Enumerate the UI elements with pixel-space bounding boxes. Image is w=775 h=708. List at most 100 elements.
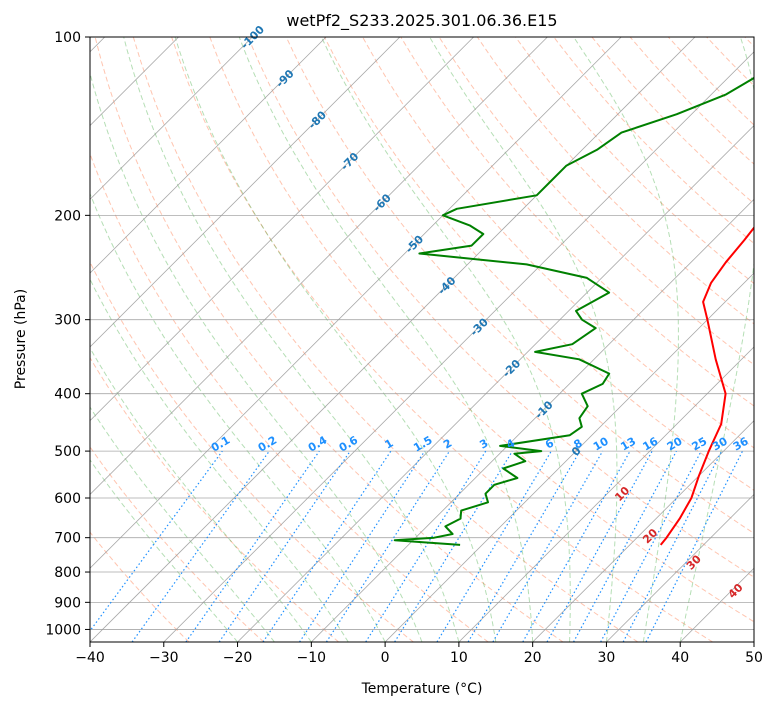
isotherm-line [311, 198, 754, 642]
mixing-ratio-line [546, 450, 653, 642]
moist-adiabat [174, 37, 497, 642]
moist-adiabat-label: 30 [684, 552, 704, 572]
temperature-profile [659, 226, 754, 546]
mixing-ratio-label: 20 [665, 434, 685, 453]
isotherm-label: -80 [306, 108, 329, 131]
isotherm-label: -90 [273, 67, 296, 90]
data-series [393, 76, 754, 546]
dry-adiabat [132, 37, 639, 642]
moist-adiabat-label: 20 [640, 526, 660, 546]
background-lines [90, 37, 754, 642]
isotherm-line [163, 51, 754, 642]
mixing-ratio-label: 36 [731, 434, 751, 453]
x-tick-label: −30 [149, 650, 179, 666]
mixing-ratio-label: 6 [543, 436, 556, 451]
moist-adiabat [90, 406, 275, 642]
mixing-ratio-line [467, 450, 581, 642]
mixing-ratio-label: 30 [710, 434, 730, 453]
x-tick-label: 0 [381, 650, 390, 666]
x-tick-label: −40 [75, 650, 105, 666]
isotherm-line [90, 37, 474, 422]
plot-frame [89, 36, 755, 643]
mixing-ratio-line [492, 450, 604, 642]
mixing-ratio-line [573, 450, 677, 642]
dry-adiabat [90, 260, 414, 642]
y-tick-label: 900 [54, 595, 81, 611]
moist-adiabat [679, 37, 754, 642]
mixing-ratio-line [325, 450, 450, 642]
isotherm-line [532, 420, 754, 642]
mixing-ratio-line [299, 450, 426, 642]
dry-adiabat [209, 37, 754, 623]
moist-adiabat-label: 10 [612, 484, 632, 504]
mixing-ratio-line [394, 450, 513, 642]
dry-adiabat [90, 356, 339, 642]
dry-adiabat [362, 37, 754, 449]
mixing-ratio-label: 25 [690, 435, 710, 454]
y-tick-label: 300 [54, 313, 81, 329]
mixing-ratio-label: 1 [383, 437, 396, 452]
x-tick-label: 50 [745, 650, 763, 666]
dry-adiabat [515, 37, 754, 285]
y-tick-label: 800 [54, 565, 81, 581]
moist-adiabat [90, 192, 386, 642]
moist-adiabat [123, 37, 460, 642]
mixing-ratio-label: 2 [441, 437, 454, 452]
isotherm-line [458, 346, 754, 642]
mixing-ratio-line [185, 450, 320, 642]
x-tick-label: 10 [450, 650, 468, 666]
line-labels: 0.1 0.2 0.4 0.6 1 1.5 2 3 4 6 8 10 13 16 20 25 30 36-100-… [209, 23, 751, 601]
isotherm-line [237, 124, 754, 642]
y-tick-label: 700 [54, 531, 81, 547]
moist-adiabat [90, 347, 312, 642]
x-tick-label: 20 [524, 650, 542, 666]
dry-adiabat [667, 37, 754, 126]
y-tick-label: 100 [54, 30, 81, 46]
moist-adiabat [429, 37, 618, 642]
isotherm-line [753, 641, 754, 642]
moist-adiabat [90, 459, 238, 642]
dry-adiabat [323, 37, 754, 491]
y-axis-label: Pressure (hPa) [13, 289, 29, 389]
dry-adiabat [171, 37, 713, 642]
isotherm-label: -60 [371, 191, 394, 214]
isotherm-line [90, 37, 622, 569]
moist-adiabat [90, 71, 423, 642]
y-tick-label: 400 [54, 387, 81, 403]
isotherm-label: -70 [338, 150, 361, 173]
dry-adiabat [629, 37, 754, 165]
dry-adiabat [553, 37, 754, 245]
y-tick-label: 500 [54, 444, 81, 460]
x-tick-label: −20 [223, 650, 253, 666]
x-axis: −40 −30 −20 −10 0 10 20 30 40 50 [75, 642, 763, 666]
isotherm-line [90, 37, 401, 348]
x-tick-label: 40 [671, 650, 689, 666]
x-tick-label: 30 [598, 650, 616, 666]
mixing-ratio-line [600, 450, 702, 642]
isotherm-label: -10 [532, 398, 555, 421]
mixing-ratio-line [436, 450, 552, 642]
moist-adiabat [573, 37, 679, 642]
y-tick-label: 600 [54, 491, 81, 507]
isotherm-label: -30 [468, 315, 491, 338]
mixing-ratio-line [90, 450, 223, 632]
dry-adiabat [94, 37, 564, 642]
y-tick-label: 1000 [45, 622, 81, 638]
moist-adiabat [238, 37, 534, 642]
isotherm-line [90, 37, 327, 274]
mixing-ratio-label: 10 [591, 434, 611, 453]
mixing-ratio-label: 16 [641, 434, 661, 453]
mixing-ratio-line [622, 450, 723, 642]
isotherm-label: -40 [435, 274, 458, 297]
dewpoint-profile [393, 76, 754, 546]
isotherm-line [90, 37, 548, 496]
dry-adiabat [706, 37, 754, 87]
chart-title: wetPf2_S233.2025.301.06.36.E15 [286, 11, 557, 31]
dry-adiabat [90, 152, 489, 642]
mixing-ratio-line [218, 450, 351, 642]
mixing-ratio-label: 13 [618, 435, 638, 454]
y-axis: 100 200 300 400 500 600 700 800 900 1000 [45, 30, 90, 638]
isotherm-label: -20 [500, 357, 523, 380]
dry-adiabat [438, 37, 754, 366]
